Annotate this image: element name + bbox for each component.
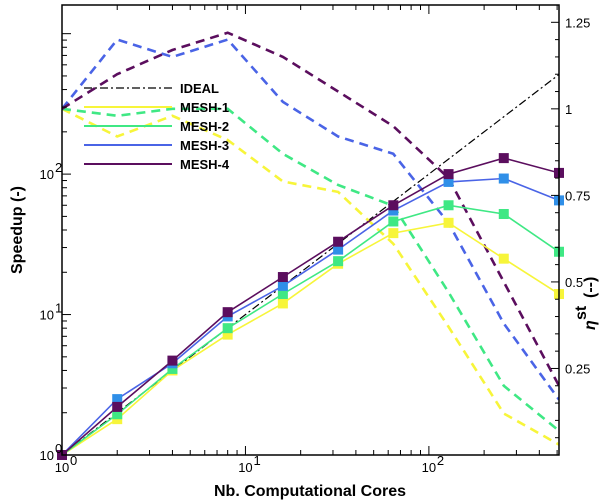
x-tick-label-exponent: 0 [70,453,77,468]
y-tick-label: 10 [40,308,54,323]
plot-area [62,31,559,455]
speedup-marker-mesh-1 [277,298,288,309]
efficiency-line-mesh-4 [62,31,559,387]
speedup-marker-mesh-2 [498,208,509,219]
legend-label-ideal: IDEAL [180,81,219,96]
speedup-marker-mesh-3 [388,205,399,216]
legend: IDEAL MESH-1 MESH-2 MESH-3 MESH-4 [84,81,230,172]
speedup-marker-mesh-3 [498,173,509,184]
x-axis-title: Nb. Computational Cores [214,483,406,500]
legend-label-mesh-2: MESH-2 [180,119,229,134]
speedup-marker-mesh-4 [222,307,233,318]
speedup-marker-mesh-3 [112,394,123,405]
speedup-marker-mesh-1 [443,217,454,228]
y2-tick-label: 0.5 [565,275,583,290]
speedup-marker-mesh-2 [222,323,233,334]
speedup-line-mesh-1 [62,221,559,455]
speedup-marker-mesh-4 [277,272,288,283]
y2-axis-unit: (--) [582,277,599,298]
y-tick-label-exponent: 1 [55,301,62,316]
y-tick-label: 10 [40,448,54,463]
efficiency-line-mesh-3 [62,38,559,401]
speedup-marker-mesh-1 [388,228,399,239]
speedup-marker-mesh-3 [443,176,454,187]
speedup-marker-mesh-4 [167,355,178,366]
y2-tick-label: 1 [565,102,572,117]
series-layer [57,31,564,460]
speedup-marker-mesh-2 [112,409,123,420]
y2-axis-title: η st (--) [573,277,599,330]
speedup-line-mesh-2 [62,204,559,455]
efficiency-line-mesh-2 [62,107,559,432]
speedup-marker-mesh-3 [277,280,288,291]
speedup-marker-mesh-2 [388,216,399,227]
speedup-marker-mesh-2 [333,256,344,267]
speedup-marker-mesh-4 [443,169,454,180]
legend-label-mesh-3: MESH-3 [180,138,229,153]
speedup-marker-mesh-2 [443,200,454,211]
legend-label-mesh-4: MESH-4 [180,157,230,172]
x-tick-label-exponent: 2 [437,453,444,468]
speedup-marker-mesh-1 [498,253,509,264]
y2-tick-label: 1.25 [565,15,590,30]
y-axis-title: Speedup (-) [9,186,26,274]
y2-tick-label: 0.25 [565,361,590,376]
x-tick-label: 10 [238,460,252,475]
y-tick-label: 10 [40,167,54,182]
y-tick-label-exponent: 0 [55,441,62,456]
x-tick-label-exponent: 1 [253,453,260,468]
speedup-marker-mesh-4 [498,153,509,164]
x-tick-label: 10 [55,460,69,475]
speedup-marker-mesh-3 [333,244,344,255]
y2-tick-label: 0.75 [565,188,590,203]
speedup-marker-mesh-4 [388,200,399,211]
y2-axis-symbol: η [582,320,599,330]
speedup-marker-mesh-2 [167,363,178,374]
y-tick-label-exponent: 2 [55,160,62,175]
legend-label-mesh-1: MESH-1 [180,100,229,115]
speedup-marker-mesh-2 [277,289,288,300]
speedup-line-mesh-4 [62,157,559,455]
x-tick-label: 10 [422,460,436,475]
speedup-line-mesh-3 [62,177,559,455]
speedup-marker-mesh-1 [222,329,233,340]
speedup-marker-mesh-4 [112,401,123,412]
y2-axis-superscript: st [573,305,590,320]
speedup-marker-mesh-4 [333,236,344,247]
